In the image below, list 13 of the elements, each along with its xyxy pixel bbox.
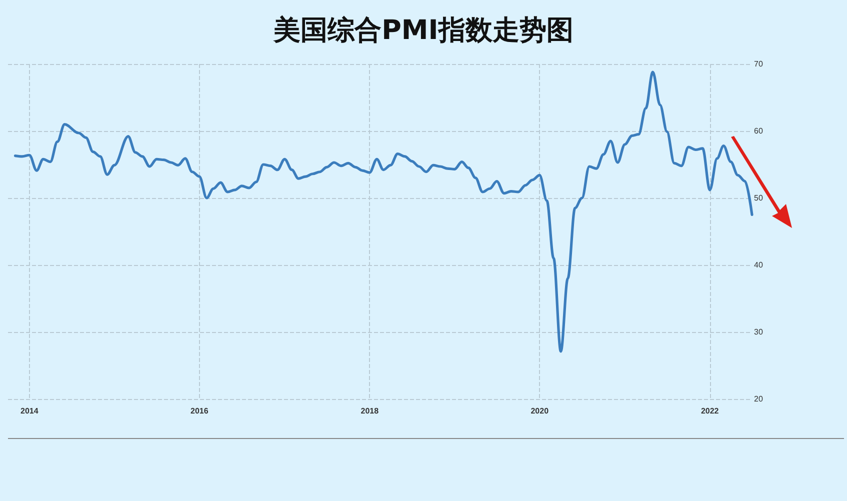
y-tick-label: 30 <box>754 328 764 336</box>
x-tick-label: 2014 <box>20 406 39 416</box>
line-series <box>14 70 754 353</box>
x-tick-label: 2018 <box>360 406 380 416</box>
x-tick-label: 2016 <box>190 406 209 416</box>
y-tick-label: 50 <box>754 194 764 202</box>
y-tick-label: 70 <box>754 60 764 68</box>
x-tick-label: 2022 <box>700 406 720 416</box>
y-tick-label: 60 <box>754 126 764 136</box>
y-tick-label: 40 <box>754 260 764 270</box>
x-tick-label: 2020 <box>530 406 550 416</box>
y-tick-label: 20 <box>754 394 764 404</box>
chart-title: 美国综合PMI指数走势图 <box>272 14 574 48</box>
